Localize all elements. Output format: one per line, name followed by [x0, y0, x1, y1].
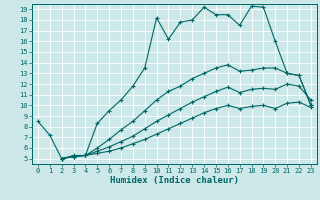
X-axis label: Humidex (Indice chaleur): Humidex (Indice chaleur): [110, 176, 239, 185]
